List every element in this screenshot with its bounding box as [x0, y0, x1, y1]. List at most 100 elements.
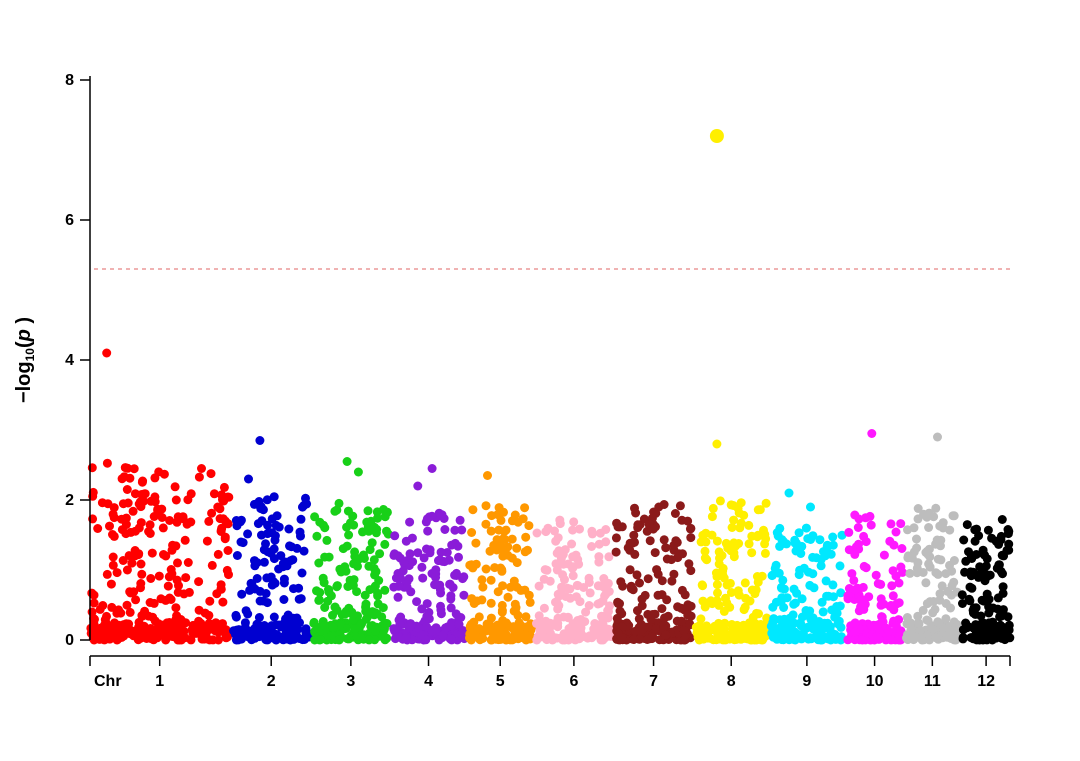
snp-point [438, 631, 447, 640]
snp-point [779, 537, 788, 546]
snp-point [844, 594, 853, 603]
snp-point [320, 621, 329, 630]
snp-point [613, 598, 622, 607]
snp-point [824, 592, 833, 601]
x-tick-label: 12 [977, 673, 995, 690]
snp-point [889, 591, 898, 600]
snp-point [124, 499, 133, 508]
snp-point [276, 551, 285, 560]
snp-point [626, 565, 635, 574]
snp-point [122, 626, 131, 635]
snp-point [297, 515, 306, 524]
snp-point [459, 572, 468, 581]
snp-point [799, 629, 808, 638]
snp-point [597, 581, 606, 590]
snp-point [896, 563, 905, 572]
snp-point [179, 512, 188, 521]
snp-point [981, 570, 990, 579]
snp-point [195, 473, 204, 482]
snp-point [151, 497, 160, 506]
snp-point [533, 529, 542, 538]
snp-point [664, 612, 673, 621]
snp-point [521, 634, 530, 643]
snp-point [731, 542, 740, 551]
snp-point [897, 544, 906, 553]
snp-point [658, 590, 667, 599]
snp-point [298, 569, 307, 578]
snp-point [733, 633, 742, 642]
snp-point [294, 584, 303, 593]
snp-point [676, 501, 685, 510]
snp-point [828, 533, 837, 542]
snp-point [237, 538, 246, 547]
snp-point [360, 554, 369, 563]
snp-point [423, 599, 432, 608]
snp-point [171, 541, 180, 550]
x-tick-label: 7 [649, 673, 658, 690]
snp-point [422, 612, 431, 621]
snp-point [243, 610, 252, 619]
snp-point [884, 627, 893, 636]
snp-point [467, 594, 476, 603]
snp-point [698, 581, 707, 590]
snp-point [270, 492, 279, 501]
snp-point [754, 531, 763, 540]
snp-point [729, 501, 738, 510]
snp-point [221, 626, 230, 635]
snp-point [371, 626, 380, 635]
snp-point [459, 591, 468, 600]
snp-point [520, 503, 529, 512]
snp-point [266, 549, 275, 558]
snp-point [635, 614, 644, 623]
snp-point [201, 609, 210, 618]
snp-point [715, 554, 724, 563]
snp-point [812, 553, 821, 562]
snp-point [255, 497, 264, 506]
snp-point [569, 624, 578, 633]
snp-point [535, 611, 544, 620]
snp-point [236, 626, 245, 635]
snp-point [519, 514, 528, 523]
snp-point [660, 535, 669, 544]
snp-point [754, 578, 763, 587]
y-tick-label: 4 [65, 352, 74, 369]
snp-point [279, 559, 288, 568]
snp-point [231, 611, 240, 620]
snp-point [959, 634, 968, 643]
x-tick-label: 10 [866, 673, 884, 690]
snp-point [356, 634, 365, 643]
snp-point [329, 623, 338, 632]
snp-point [713, 588, 722, 597]
snp-point [421, 635, 430, 644]
snp-point [635, 579, 644, 588]
snp-point [475, 624, 484, 633]
snp-point [498, 552, 507, 561]
snp-point [323, 597, 332, 606]
snp-point [452, 609, 461, 618]
snp-point [889, 566, 898, 575]
snp-outlier [712, 440, 721, 449]
snp-point [207, 469, 216, 478]
snp-point [950, 511, 959, 520]
snp-outlier [343, 457, 352, 466]
snp-point [744, 521, 753, 530]
snp-point [872, 571, 881, 580]
snp-point [681, 590, 690, 599]
snp-point [966, 583, 975, 592]
snp-point [510, 577, 519, 586]
snp-point [164, 582, 173, 591]
snp-point [344, 634, 353, 643]
snp-point [633, 520, 642, 529]
snp-point [140, 489, 149, 498]
snp-point [922, 616, 931, 625]
snp-point [567, 632, 576, 641]
snp-point [941, 614, 950, 623]
snp-point [105, 522, 114, 531]
snp-point [185, 588, 194, 597]
snp-point [87, 589, 96, 598]
snp-point [406, 549, 415, 558]
snp-point [523, 546, 532, 555]
snp-point [103, 570, 112, 579]
snp-point [858, 636, 867, 645]
snp-point [921, 548, 930, 557]
